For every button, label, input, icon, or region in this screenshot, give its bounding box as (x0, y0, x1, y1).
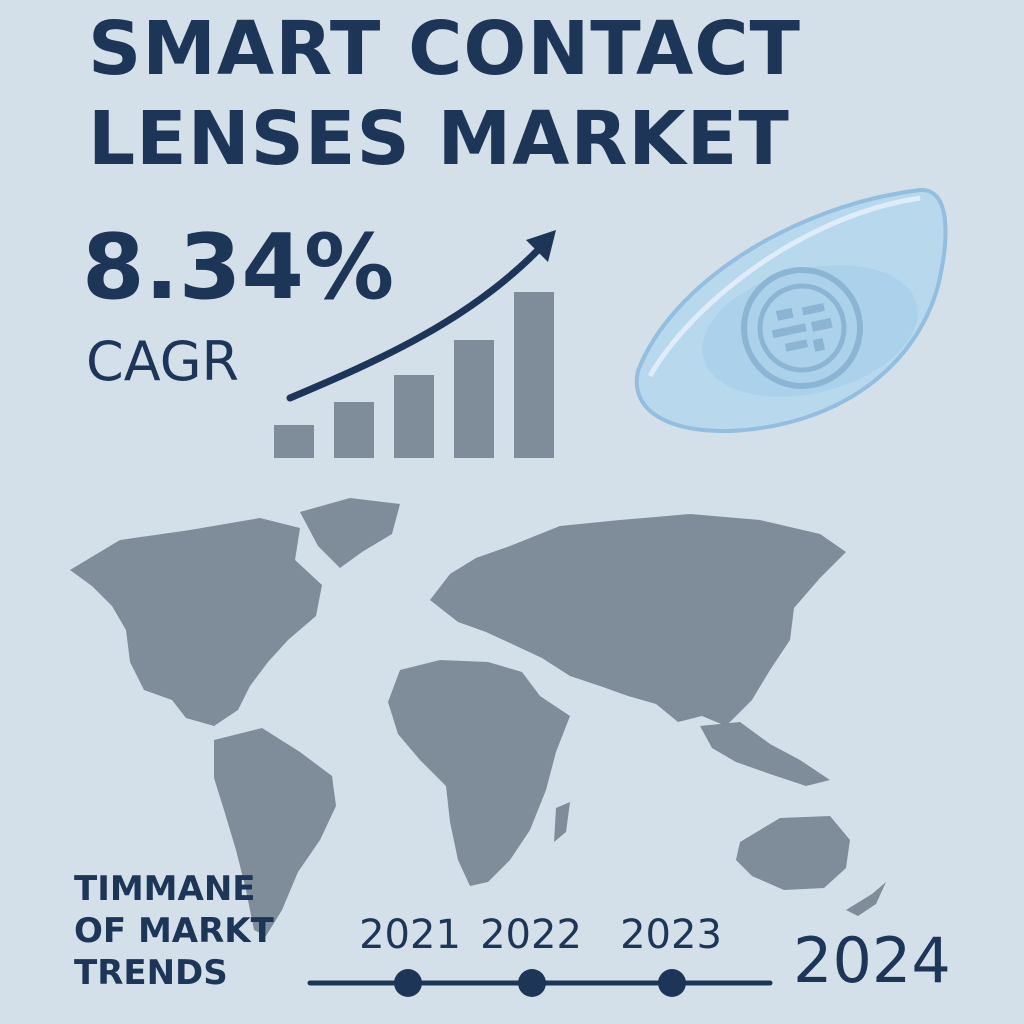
timeline-title-line-1: TIMMANE (74, 869, 256, 909)
title-line-2: LENSES MARKET (88, 96, 790, 182)
europe-asia-shape (430, 514, 846, 726)
timeline: 2021 2022 2023 (300, 900, 1000, 1010)
new-zealand-shape (846, 882, 886, 916)
north-america-shape (70, 518, 322, 726)
growth-arrow-icon (286, 230, 556, 402)
cagr-label: CAGR (86, 330, 240, 393)
timeline-track (307, 969, 773, 997)
timeline-dot-3 (658, 969, 686, 997)
timeline-dot-1 (394, 969, 422, 997)
timeline-title-line-2: OF MARKT (74, 911, 274, 951)
timeline-title: TIMMANE OF MARKT TRENDS (74, 868, 274, 994)
growth-bar-2 (334, 402, 374, 458)
infographic-title: SMART CONTACT LENSES MARKET (88, 4, 801, 184)
circuit-icon (741, 267, 863, 389)
growth-bar-graphic (274, 230, 556, 458)
timeline-title-line-3: TRENDS (74, 953, 228, 993)
timeline-year-2: 2022 (480, 912, 582, 958)
australia-shape (736, 816, 850, 890)
timeline-year-1: 2021 (359, 912, 461, 958)
madagascar-shape (554, 802, 570, 842)
timeline-dot-2 (518, 969, 546, 997)
timeline-year-3: 2023 (620, 912, 722, 958)
greenland-shape (300, 498, 400, 568)
contact-lens-icon (634, 187, 948, 434)
timeline-final-year: 2024 (793, 924, 951, 997)
growth-bar-5 (514, 292, 554, 458)
south-america-shape (214, 728, 336, 936)
growth-bar-1 (274, 425, 314, 458)
growth-bar-3 (394, 375, 434, 458)
cagr-value: 8.34% (82, 215, 395, 320)
growth-bar-4 (454, 340, 494, 458)
africa-shape (388, 660, 570, 886)
world-map-icon (70, 498, 886, 936)
southeast-asia-shape (700, 722, 830, 786)
title-line-1: SMART CONTACT (88, 6, 802, 92)
